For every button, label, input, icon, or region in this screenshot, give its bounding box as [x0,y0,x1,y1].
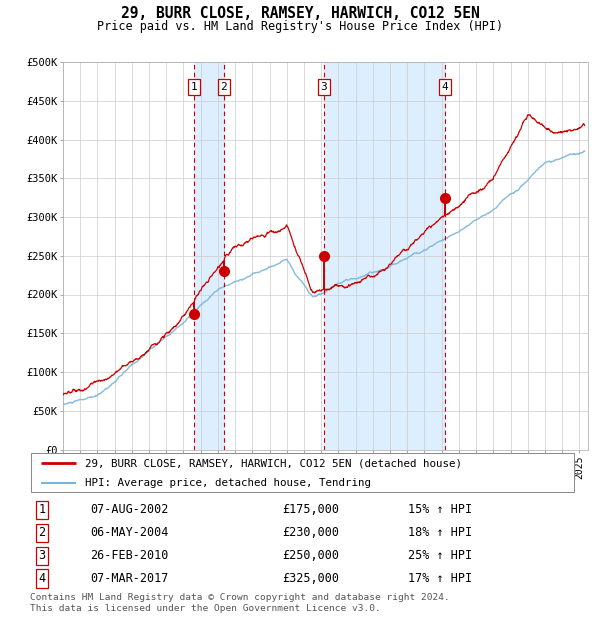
FancyBboxPatch shape [31,453,574,492]
Text: £325,000: £325,000 [282,572,339,585]
Text: 07-AUG-2002: 07-AUG-2002 [90,503,169,516]
Text: £230,000: £230,000 [282,526,339,539]
Text: £250,000: £250,000 [282,549,339,562]
Text: 3: 3 [38,549,46,562]
Text: 06-MAY-2004: 06-MAY-2004 [90,526,169,539]
Text: 3: 3 [320,82,327,92]
Text: Price paid vs. HM Land Registry's House Price Index (HPI): Price paid vs. HM Land Registry's House … [97,20,503,33]
Text: 29, BURR CLOSE, RAMSEY, HARWICH, CO12 5EN: 29, BURR CLOSE, RAMSEY, HARWICH, CO12 5E… [121,6,479,21]
Text: 18% ↑ HPI: 18% ↑ HPI [408,526,472,539]
Text: 1: 1 [38,503,46,516]
Text: 26-FEB-2010: 26-FEB-2010 [90,549,169,562]
Text: 4: 4 [442,82,448,92]
Text: 25% ↑ HPI: 25% ↑ HPI [408,549,472,562]
Text: 4: 4 [38,572,46,585]
Bar [194,62,224,450]
Text: 07-MAR-2017: 07-MAR-2017 [90,572,169,585]
Text: 2: 2 [221,82,227,92]
Text: HPI: Average price, detached house, Tendring: HPI: Average price, detached house, Tend… [85,478,371,488]
Text: 29, BURR CLOSE, RAMSEY, HARWICH, CO12 5EN (detached house): 29, BURR CLOSE, RAMSEY, HARWICH, CO12 5E… [85,458,461,468]
Text: 15% ↑ HPI: 15% ↑ HPI [408,503,472,516]
Text: 2: 2 [38,526,46,539]
Text: 1: 1 [190,82,197,92]
Text: £175,000: £175,000 [282,503,339,516]
Text: 17% ↑ HPI: 17% ↑ HPI [408,572,472,585]
Text: Contains HM Land Registry data © Crown copyright and database right 2024.
This d: Contains HM Land Registry data © Crown c… [30,593,450,613]
Bar [324,62,445,450]
